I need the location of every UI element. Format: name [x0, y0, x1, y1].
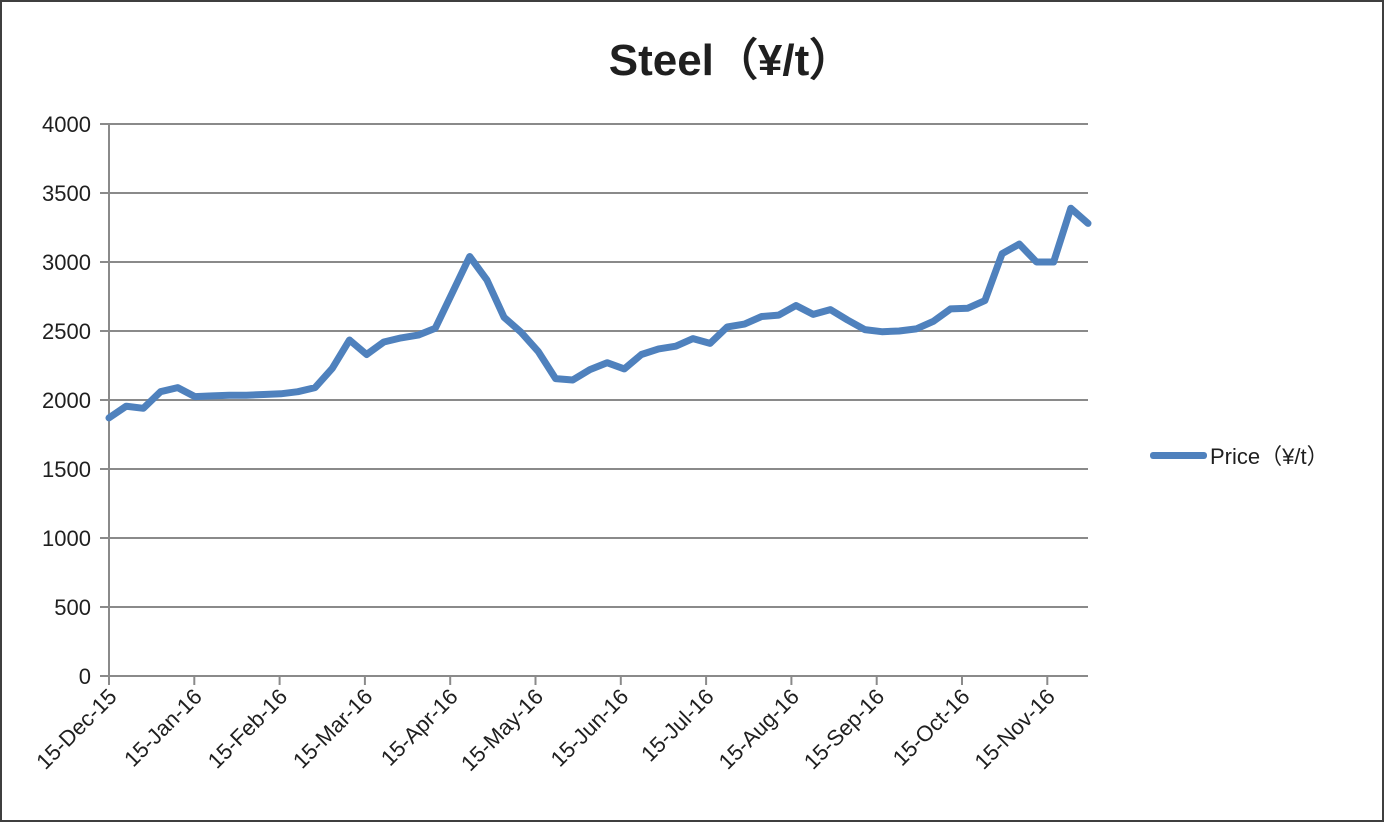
legend-line-swatch	[1150, 451, 1207, 459]
chart-title: Steel（¥/t）	[608, 36, 854, 85]
legend-label: Price（¥/t）	[1210, 444, 1329, 469]
legend: Price（¥/t）	[1150, 443, 1329, 469]
y-axis-label: 1000	[42, 526, 91, 551]
y-axis-label: 3000	[42, 250, 91, 275]
x-axis-label: 15-Mar-16	[288, 684, 377, 773]
x-axis-label: 15-Apr-16	[376, 684, 463, 771]
y-axis-label: 3500	[42, 181, 91, 206]
y-axis-label: 4000	[42, 112, 91, 137]
x-axis-label: 15-Dec-15	[31, 684, 121, 774]
x-axis-label: 15-Aug-16	[714, 684, 804, 774]
x-axis-label: 15-Jun-16	[546, 684, 634, 772]
y-axis-label: 1500	[42, 457, 91, 482]
x-axis-label: 15-Oct-16	[888, 684, 975, 771]
x-axis-label: 15-Jul-16	[636, 684, 719, 767]
y-axis-label: 500	[54, 595, 91, 620]
x-axis-label: 15-May-16	[456, 684, 548, 776]
y-axis-label: 2500	[42, 319, 91, 344]
x-axis-label: 15-Nov-16	[970, 684, 1060, 774]
x-axis-label: 15-Sep-16	[799, 684, 889, 774]
x-axis-label: 15-Jan-16	[119, 684, 207, 772]
y-axis-label: 0	[79, 664, 91, 689]
y-axis-label: 2000	[42, 388, 91, 413]
x-axis-label: 15-Feb-16	[203, 684, 292, 773]
price-series-line	[105, 204, 1092, 422]
